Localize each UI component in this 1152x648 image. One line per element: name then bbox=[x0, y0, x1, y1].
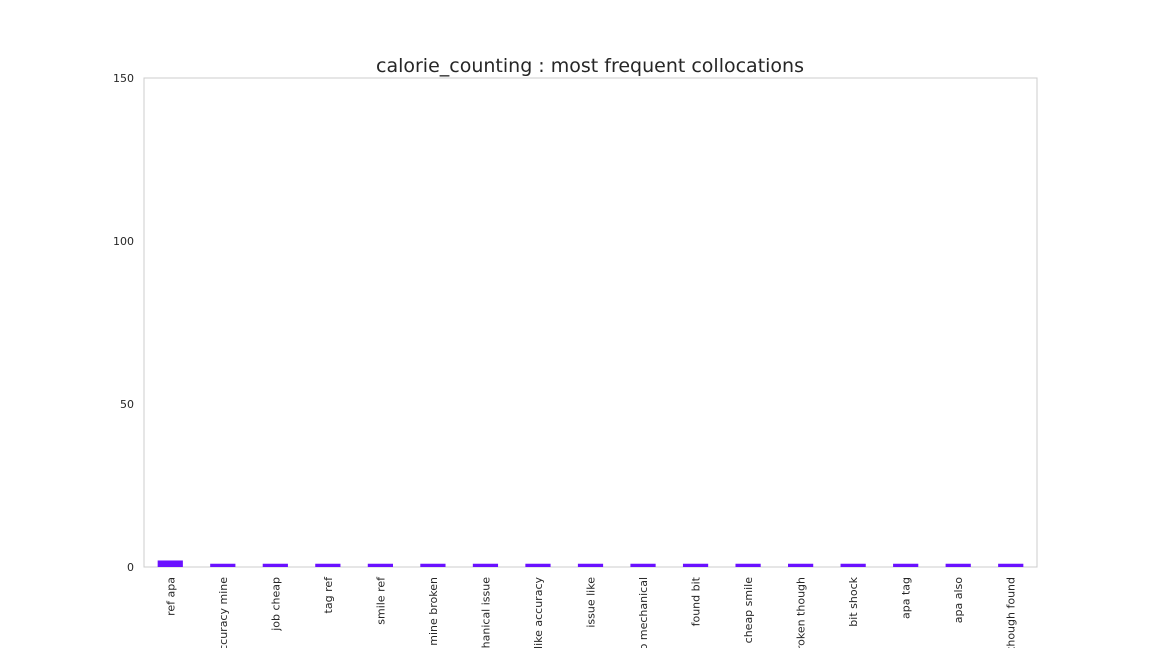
bar bbox=[525, 563, 551, 567]
x-tick-label: mine broken bbox=[427, 577, 440, 646]
bar bbox=[210, 563, 236, 567]
bar bbox=[893, 563, 919, 567]
bar bbox=[682, 563, 709, 567]
bar bbox=[472, 563, 499, 567]
x-tick-label: mechanical issue bbox=[479, 577, 492, 648]
x-tick-label: broken though bbox=[795, 577, 808, 648]
bar bbox=[998, 563, 1024, 567]
y-tick-label: 150 bbox=[113, 72, 134, 85]
x-tick-label: issue like bbox=[585, 577, 598, 628]
bar bbox=[735, 563, 761, 567]
x-tick-label: ref apa bbox=[164, 577, 177, 616]
x-tick-label: tag ref bbox=[322, 576, 335, 614]
bar bbox=[577, 563, 604, 567]
x-tick-label: apa also bbox=[952, 577, 965, 623]
x-tick-label: found bit bbox=[690, 576, 703, 626]
bar bbox=[630, 563, 656, 567]
chart-title: calorie_counting : most frequent colloca… bbox=[376, 55, 804, 77]
x-tick-label: job cheap bbox=[269, 577, 282, 632]
x-tick-label: like accuracy bbox=[532, 577, 545, 648]
bars bbox=[157, 560, 1024, 567]
plot-frame bbox=[143, 77, 1038, 568]
bar bbox=[788, 563, 814, 567]
y-tick-label: 100 bbox=[113, 235, 134, 248]
bar bbox=[420, 563, 446, 567]
x-tick-label: cheap smile bbox=[742, 577, 755, 644]
bar bbox=[157, 560, 183, 567]
bar bbox=[840, 563, 866, 567]
x-tick-label: apa tag bbox=[900, 577, 913, 619]
x-axis-ticks: ref apa accuracy mine job cheap tag ref smil… bbox=[164, 576, 1017, 648]
y-tick-label: 50 bbox=[120, 398, 134, 411]
bar bbox=[945, 563, 971, 567]
x-tick-label: so mechanical bbox=[637, 577, 650, 648]
bar bbox=[262, 563, 288, 567]
y-tick-label: 0 bbox=[127, 561, 134, 574]
x-tick-label: though found bbox=[1005, 577, 1018, 648]
bar bbox=[315, 563, 341, 567]
bar bbox=[367, 563, 393, 567]
x-tick-label: bit shock bbox=[847, 576, 860, 626]
x-tick-label: smile ref bbox=[374, 576, 387, 625]
x-tick-label: accuracy mine bbox=[217, 577, 230, 648]
y-axis-ticks: 0 50 100 150 bbox=[113, 72, 134, 574]
